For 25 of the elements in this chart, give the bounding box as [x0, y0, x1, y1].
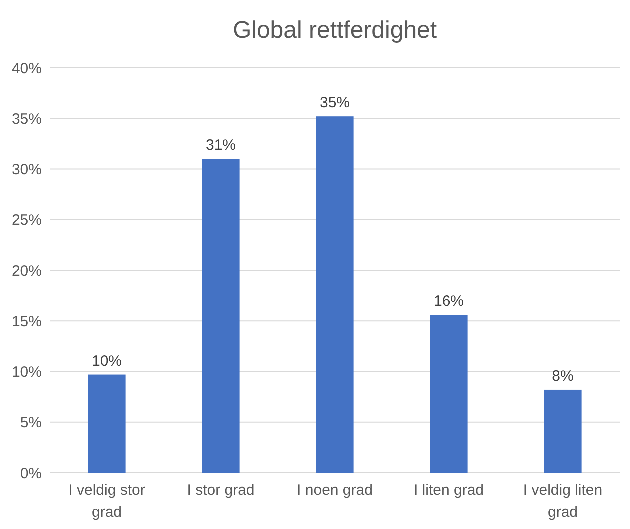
- bar: [316, 116, 354, 473]
- data-label: 31%: [206, 137, 236, 154]
- bar: [430, 315, 468, 473]
- x-tick-label: I noen grad: [297, 482, 373, 499]
- x-tick-label: I liten grad: [414, 482, 484, 499]
- chart-title: Global rettferdighet: [232, 17, 438, 44]
- data-label: 35%: [320, 94, 350, 112]
- x-tick-label: I veldig stor grad: [68, 482, 146, 521]
- y-tick-label: 15%: [12, 313, 42, 330]
- y-tick-label: 30%: [12, 162, 42, 178]
- bar: [544, 390, 582, 473]
- y-tick-label: 0%: [20, 465, 42, 482]
- y-tick-label: 35%: [12, 110, 42, 128]
- data-label: 10%: [92, 352, 122, 370]
- bar: [202, 159, 240, 473]
- y-tick-label: 5%: [20, 414, 42, 432]
- y-tick-label: 20%: [12, 262, 42, 280]
- y-tick-label: 40%: [12, 60, 42, 78]
- y-tick-label: 25%: [12, 212, 42, 230]
- x-tick-label: I stor grad: [187, 482, 255, 499]
- x-tick-label: I veldig liten grad: [523, 482, 603, 521]
- y-tick-label: 10%: [12, 364, 42, 381]
- bar: [88, 374, 126, 473]
- data-label: 16%: [434, 293, 464, 310]
- data-label: 8%: [552, 368, 574, 385]
